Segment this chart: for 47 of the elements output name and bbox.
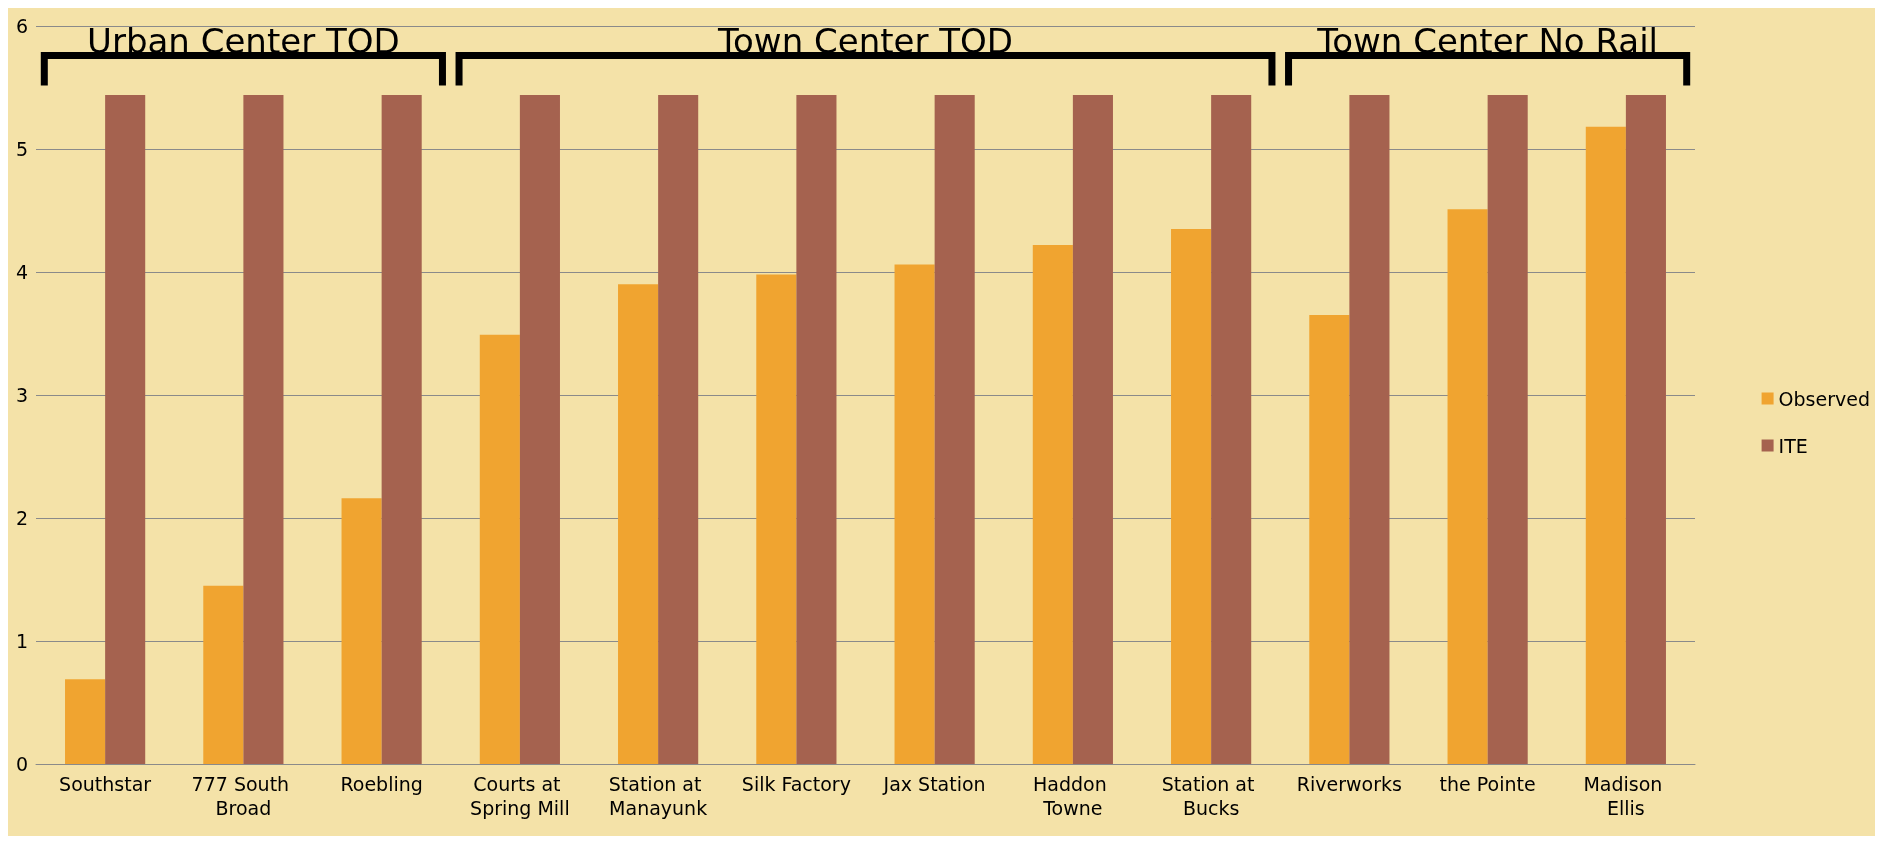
bar [934,94,975,764]
x-tick-label: Southstar [59,773,152,795]
bar [1211,94,1252,764]
bar [65,679,106,764]
bar [1625,94,1666,764]
bar [519,94,560,764]
y-tick-label: 0 [15,753,28,775]
y-tick-label: 5 [15,138,28,160]
bar [618,284,659,764]
legend-label: ITE [1778,434,1808,457]
x-tick-label: Station at Manayunk [608,773,708,819]
bar [243,94,284,764]
x-tick-label: Courts at Spring Mill [470,773,570,819]
bar [1309,315,1350,764]
x-tick-label: Silk Factory [741,773,851,795]
y-tick-label: 1 [15,630,28,652]
annotation: Town Center TOD [717,20,1013,61]
x-tick-label: Roebling [340,773,423,795]
x-tick-label: Riverworks [1296,773,1402,795]
bar [658,94,699,764]
bar [894,264,935,764]
bar [1171,228,1212,764]
x-tick-label: Station at Bucks [1161,773,1261,819]
x-tick-label: Madison Ellis [1583,773,1669,819]
y-tick-label: 3 [15,384,28,406]
legend-label: Observed [1778,387,1871,410]
x-tick-label: Jax Station [882,773,986,795]
y-tick-label: 6 [15,15,28,37]
annotation: Town Center No Rail [1316,20,1659,61]
y-tick-label: 4 [15,261,28,283]
bar [1585,126,1626,764]
x-tick-label: 777 South Broad [191,773,296,819]
bar [203,585,244,764]
bar [796,94,837,764]
bar [1072,94,1113,764]
bar [381,94,422,764]
bar [1032,244,1073,764]
bar [1349,94,1390,764]
bar [1487,94,1528,764]
x-tick-label: the Pointe [1439,773,1536,795]
y-tick-label: 2 [15,507,28,529]
bar [105,94,146,764]
bar [756,274,797,764]
bar [1447,209,1488,764]
bar [341,498,382,764]
x-tick-label: Haddon Towne [1032,773,1113,819]
bar [479,334,520,764]
